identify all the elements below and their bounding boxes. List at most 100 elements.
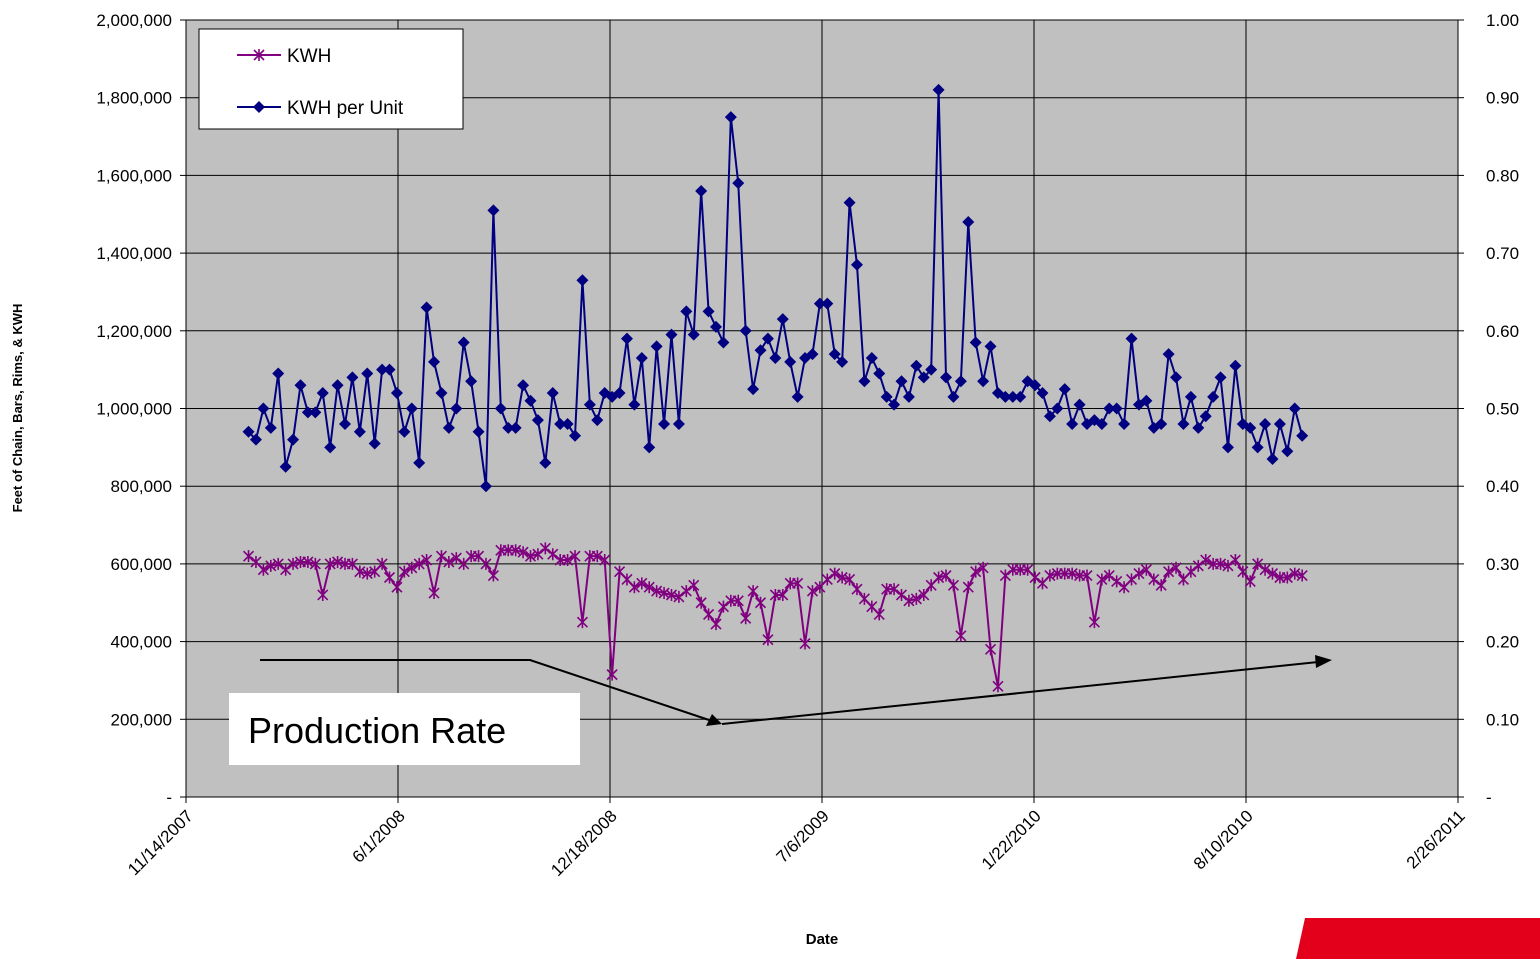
marker xyxy=(851,583,863,596)
marker xyxy=(316,386,329,399)
marker xyxy=(428,587,440,600)
y2-tick-label: 0.90 xyxy=(1486,89,1519,108)
marker xyxy=(272,557,284,570)
marker xyxy=(710,320,722,333)
marker xyxy=(442,421,455,434)
marker xyxy=(761,332,774,345)
marker xyxy=(821,297,834,310)
y2-tick-label: 0.70 xyxy=(1486,244,1519,263)
marker xyxy=(895,375,908,388)
marker xyxy=(539,542,551,555)
marker xyxy=(413,557,425,570)
marker xyxy=(1066,418,1079,431)
marker xyxy=(1103,569,1115,582)
marker xyxy=(487,204,500,217)
marker xyxy=(821,573,833,586)
x-tick-label: 8/10/2010 xyxy=(1190,806,1257,873)
y2-tick-label: - xyxy=(1486,788,1492,807)
marker xyxy=(376,363,389,376)
marker xyxy=(1266,453,1279,466)
y-tick-label: 1,200,000 xyxy=(96,322,172,341)
marker xyxy=(1244,421,1257,434)
marker xyxy=(732,177,745,190)
marker xyxy=(421,554,433,567)
marker xyxy=(1177,418,1190,431)
marker xyxy=(687,328,700,341)
marker xyxy=(754,344,767,357)
marker xyxy=(843,196,856,209)
marker xyxy=(561,418,574,431)
marker xyxy=(346,371,359,384)
marker xyxy=(324,441,337,454)
marker xyxy=(413,456,426,469)
marker xyxy=(740,612,752,625)
marker xyxy=(591,550,603,563)
marker xyxy=(1081,569,1093,582)
marker xyxy=(480,557,492,570)
marker xyxy=(1140,563,1152,576)
y2-tick-label: 0.20 xyxy=(1486,633,1519,652)
marker xyxy=(1281,571,1293,584)
marker xyxy=(361,367,374,380)
marker xyxy=(242,425,255,438)
marker xyxy=(524,394,537,407)
marker xyxy=(1184,390,1197,403)
marker xyxy=(1259,418,1272,431)
marker xyxy=(739,324,752,337)
marker xyxy=(947,579,960,592)
y2-tick-label: 0.10 xyxy=(1486,710,1519,729)
marker xyxy=(287,433,300,446)
marker xyxy=(724,111,737,124)
marker xyxy=(895,588,908,601)
marker xyxy=(672,418,685,431)
marker xyxy=(970,565,982,578)
y-tick-label: 400,000 xyxy=(111,633,172,652)
marker xyxy=(1259,563,1271,576)
marker xyxy=(1163,565,1175,578)
marker xyxy=(665,328,678,341)
marker xyxy=(940,371,953,384)
marker xyxy=(391,581,403,594)
marker xyxy=(658,587,670,600)
marker xyxy=(562,554,574,567)
marker xyxy=(1289,567,1301,580)
marker xyxy=(680,585,692,598)
marker xyxy=(1029,379,1042,392)
marker xyxy=(435,386,448,399)
marker xyxy=(517,546,529,559)
marker xyxy=(829,567,841,580)
y-tick-label: 2,000,000 xyxy=(96,11,172,30)
marker xyxy=(309,557,321,570)
marker xyxy=(806,348,819,361)
marker xyxy=(643,581,655,594)
marker xyxy=(428,355,441,368)
grid xyxy=(185,19,1459,798)
marker xyxy=(628,398,641,411)
marker xyxy=(1110,402,1123,415)
legend-label: KWH xyxy=(287,46,331,67)
marker xyxy=(932,83,945,96)
marker xyxy=(806,585,819,598)
marker xyxy=(576,274,589,287)
marker xyxy=(583,398,596,411)
marker xyxy=(265,559,277,572)
marker xyxy=(658,418,671,431)
marker xyxy=(977,561,989,574)
marker xyxy=(680,305,693,318)
marker xyxy=(999,569,1011,582)
marker xyxy=(888,398,901,411)
marker xyxy=(249,433,262,446)
marker xyxy=(309,406,322,419)
marker xyxy=(1058,383,1071,396)
marker xyxy=(910,359,923,372)
marker xyxy=(828,348,841,361)
y-tick-label: 1,800,000 xyxy=(96,89,172,108)
marker xyxy=(576,616,589,629)
marker xyxy=(591,414,604,427)
marker xyxy=(962,216,975,229)
y-tick-label: - xyxy=(166,788,172,807)
marker xyxy=(443,555,455,568)
marker xyxy=(1073,398,1086,411)
marker xyxy=(1125,332,1138,345)
